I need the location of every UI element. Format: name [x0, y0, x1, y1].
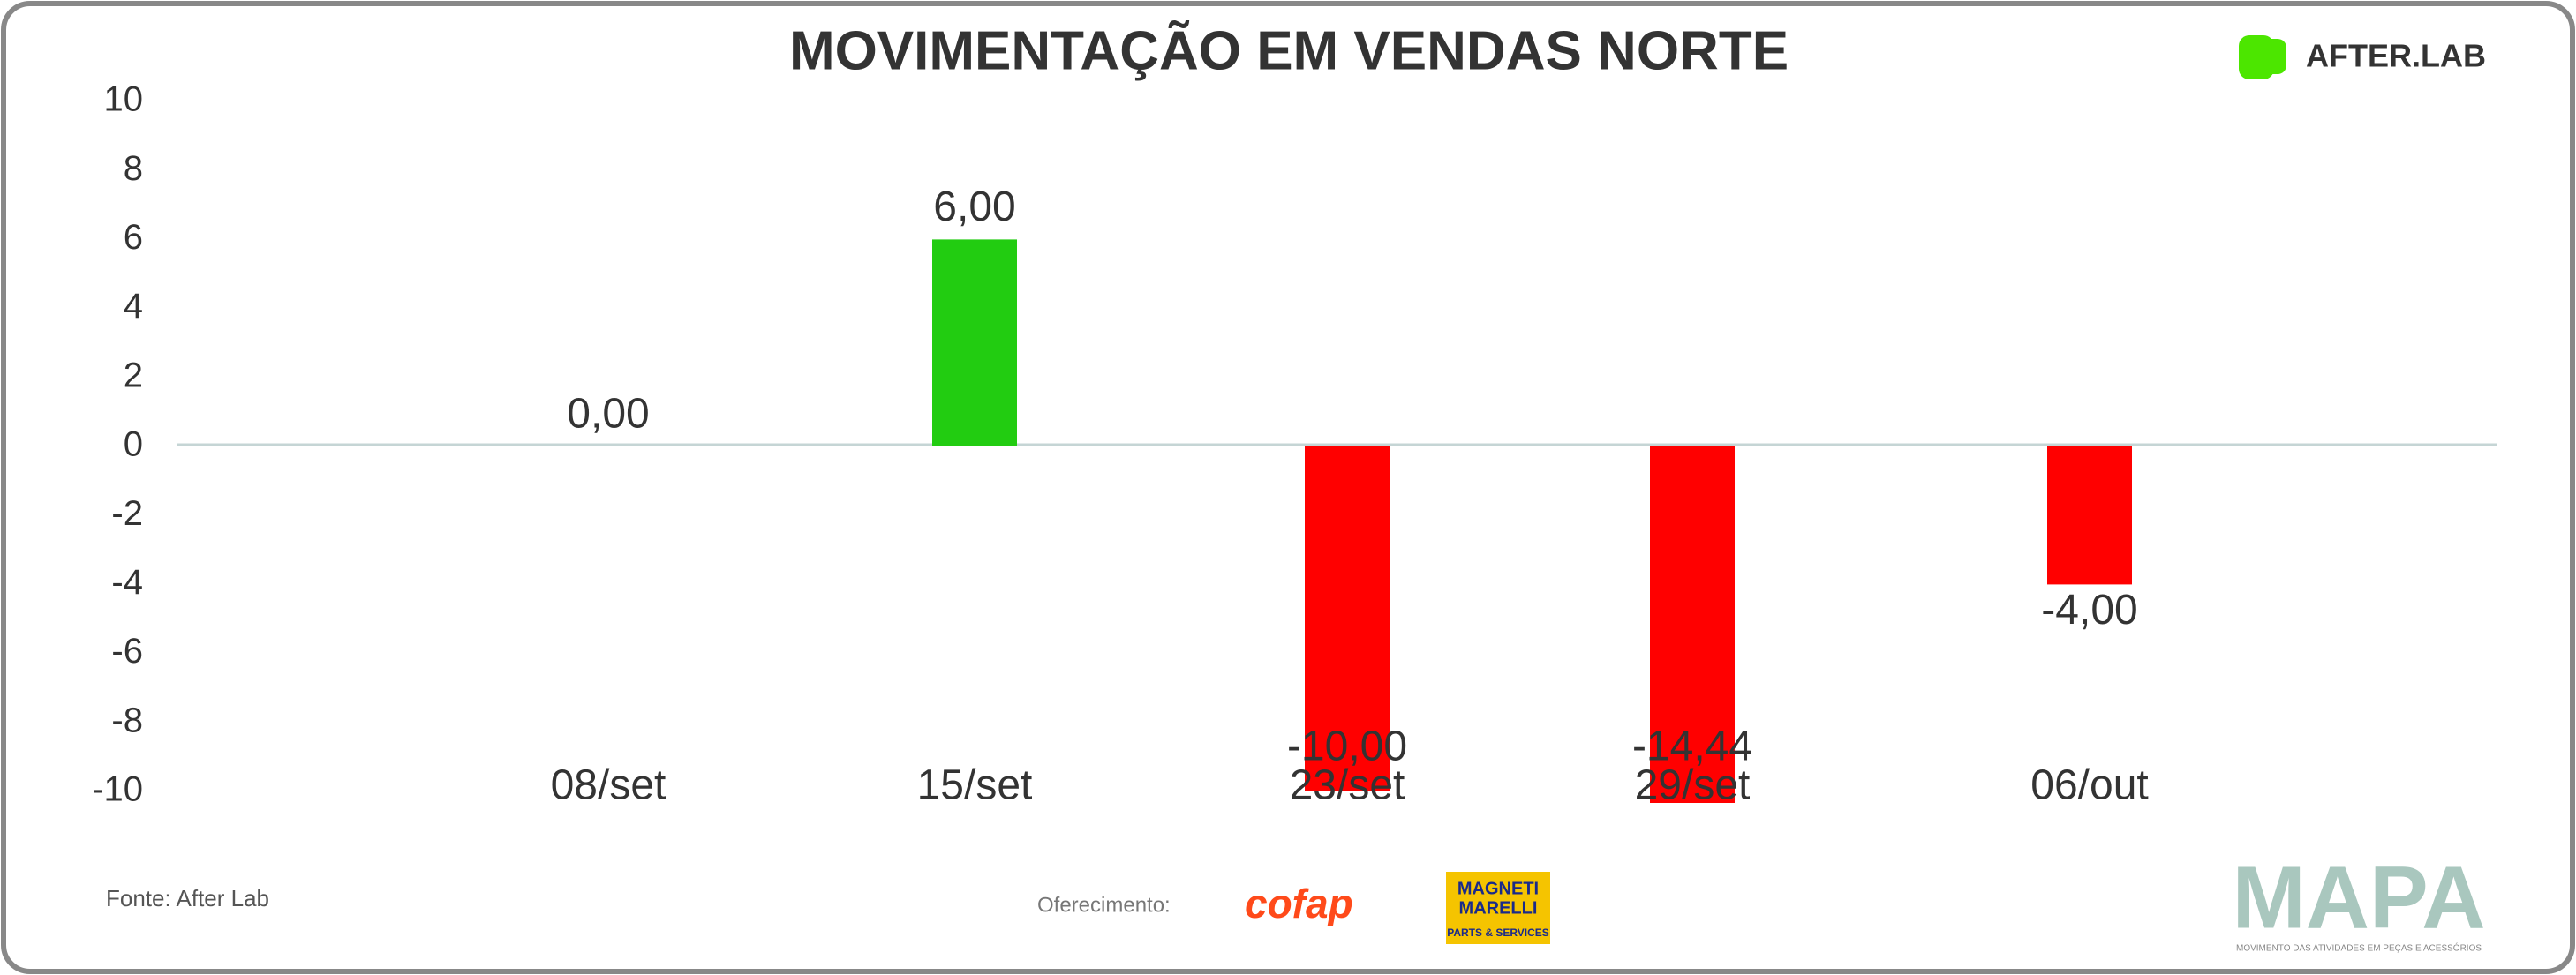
sponsor-label: Oferecimento:: [1037, 893, 1171, 917]
source: Fonte: After Lab: [106, 885, 269, 911]
mapa-subtitle: MOVIMENTO DAS ATIVIDADES EM PEÇAS E ACES…: [2236, 942, 2482, 954]
y-tick-label: -6: [111, 632, 143, 671]
value-label: -4,00: [2041, 587, 2137, 634]
bars: [932, 239, 2132, 803]
marelli-logo: [1446, 872, 1550, 944]
y-tick-label: -2: [111, 494, 143, 533]
value-label: 0,00: [567, 391, 649, 438]
y-tick-label: -8: [111, 701, 143, 739]
y-tick-label: 8: [124, 149, 143, 188]
x-tick-label: 06/out: [2030, 762, 2148, 809]
bar: [1650, 446, 1735, 803]
y-tick-label: -10: [92, 770, 143, 809]
bar: [932, 239, 1017, 446]
bar: [1305, 446, 1390, 791]
bar: [2047, 446, 2132, 585]
afterlab-logo: AFTER.LAB: [2239, 35, 2486, 79]
logo-mark: [2260, 39, 2286, 74]
y-tick-label: 2: [124, 356, 143, 394]
value-label: -10,00: [1287, 724, 1407, 770]
marelli-text: PARTS & SERVICES: [1447, 926, 1549, 939]
y-tick-label: 6: [124, 218, 143, 257]
y-tick-label: 4: [124, 287, 143, 326]
brand: AFTER.LAB: [2306, 38, 2486, 74]
y-tick-label: 10: [104, 80, 144, 119]
y-tick-label: -4: [111, 563, 143, 602]
mapa-logo: MAPA: [2232, 848, 2485, 947]
value-label: -14,44: [1632, 724, 1752, 770]
x-tick-label: 29/set: [1635, 762, 1751, 809]
y-tick-label: 0: [124, 425, 143, 464]
marelli-text: MARELLI: [1459, 898, 1538, 918]
chart-title: MOVIMENTAÇÃO EM VENDAS NORTE: [789, 20, 1789, 81]
marelli-text: MAGNETI: [1457, 879, 1539, 898]
x-tick-label: 23/set: [1290, 762, 1405, 809]
cofap-logo: cofap: [1245, 881, 1353, 926]
x-tick-label: 08/set: [551, 762, 667, 809]
value-label: 6,00: [933, 184, 1015, 230]
x-tick-label: 15/set: [917, 762, 1033, 809]
